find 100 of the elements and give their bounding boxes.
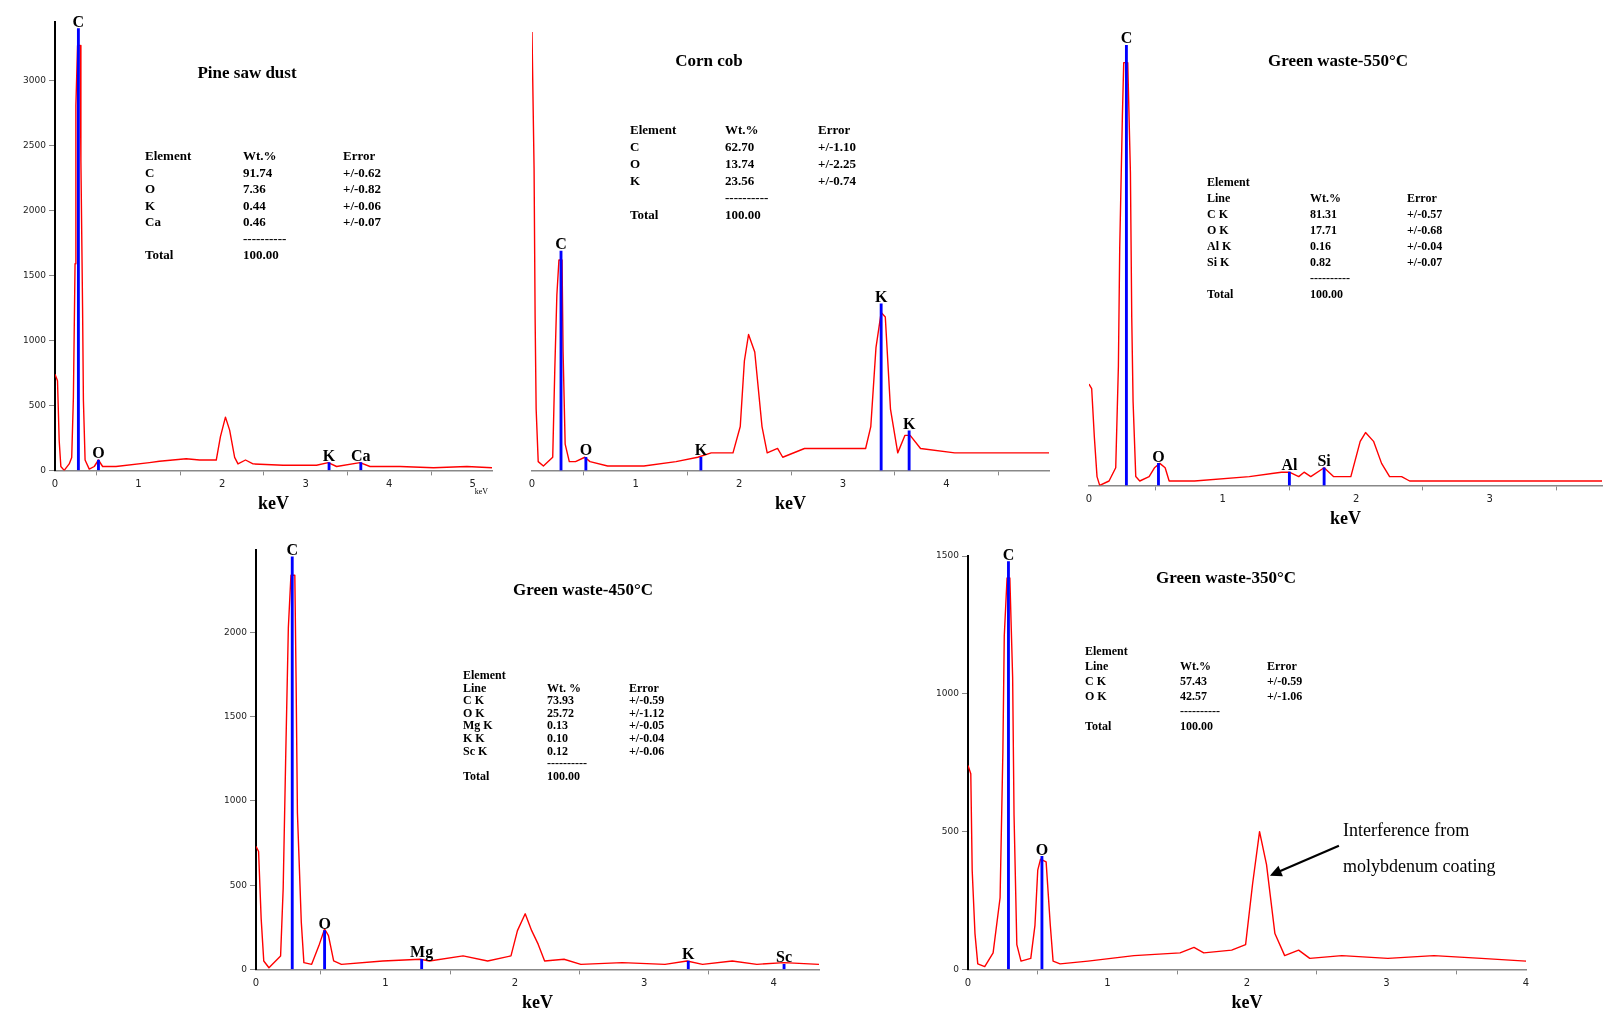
annotation: C: [72, 12, 85, 30]
text: Green waste-350°C: [1155, 568, 1297, 588]
annotation: ----------: [243, 230, 287, 246]
x-tick-label: 1: [135, 477, 142, 489]
text: K K 0.10 +/-0.04: [463, 731, 665, 746]
bar: [97, 459, 100, 471]
text: C K 57.43 +/-0.59: [1085, 674, 1303, 689]
annotation: ----------: [1310, 271, 1350, 286]
x-axis-title: keV: [775, 492, 806, 513]
annotation: O: [92, 444, 105, 462]
y-tick-label: 1000: [23, 334, 47, 345]
text: Green waste-450°C: [512, 580, 654, 600]
annotation: Element: [463, 668, 506, 683]
annotation: Ca: [351, 446, 371, 464]
text: Pine saw dust: [197, 63, 297, 83]
x-tick-label: 2: [511, 976, 519, 988]
text: Element Wt.% Error: [145, 148, 376, 164]
x-tick-label: 1: [1104, 976, 1111, 988]
chart-title: Green waste-550°C: [1267, 51, 1409, 71]
bar: [879, 303, 883, 471]
x-tick-label: 2: [1353, 492, 1360, 504]
annotation: Interference from molybdenum coating: [1342, 820, 1496, 877]
text: O K 25.72 +/-1.12: [463, 705, 665, 720]
text: C 62.70 +/-1.10: [630, 139, 857, 155]
text: K 23.56 +/-0.74: [630, 173, 857, 189]
text: C K 73.93 +/-0.59: [463, 693, 665, 708]
bar: [699, 456, 703, 471]
x-tick-label: 2: [1243, 976, 1251, 988]
annotation: ----------: [725, 190, 769, 206]
y-tick-label: 1500: [936, 550, 960, 561]
x-tick-label: 4: [1522, 976, 1530, 988]
annotation: K: [902, 415, 916, 433]
x-tick-label: 3: [1383, 976, 1390, 988]
y-tick-label: 500: [28, 399, 47, 410]
text: keV: [474, 487, 489, 497]
annotation: C: [1002, 545, 1015, 563]
text: O 7.36 +/-0.82: [145, 181, 382, 197]
text: Sc K 0.12 +/-0.06: [463, 743, 665, 758]
y-tick-label: 2000: [224, 626, 248, 637]
x-tick-label: 4: [770, 976, 777, 988]
x-tick-label: 1: [382, 976, 389, 988]
y-tick-label: 0: [40, 464, 47, 475]
x-axis-title: keV: [1231, 991, 1263, 1012]
bar: [1322, 467, 1326, 486]
annotation: O: [1152, 447, 1165, 465]
x-tick-label: 4: [943, 477, 950, 489]
text: Ca 0.46 +/-0.07: [145, 214, 382, 230]
x-tick-label: 3: [641, 976, 648, 988]
bar: [1124, 45, 1128, 486]
text: O 13.74 +/-2.25: [630, 156, 857, 172]
text: Mg K 0.13 +/-0.05: [463, 718, 665, 733]
text: Al K 0.16 +/-0.04: [1207, 239, 1443, 254]
x-tick-label: 0: [964, 976, 972, 988]
annotation: K: [694, 441, 708, 459]
bar: [290, 556, 294, 970]
y-tick-label: 1500: [224, 711, 248, 722]
text: Total 100.00: [630, 207, 761, 223]
annotation: ----------: [1180, 704, 1220, 719]
annotation: K: [682, 945, 696, 963]
bar: [1157, 463, 1160, 486]
x-tick-label: 3: [839, 477, 847, 489]
bar: [584, 456, 588, 471]
x-tick-label: 0: [51, 477, 59, 489]
bar: [359, 462, 363, 471]
x-tick-label: 0: [252, 976, 260, 988]
text: Total 100.00: [145, 247, 279, 263]
annotation: Mg: [410, 943, 434, 962]
y-tick-label: 0: [241, 963, 248, 974]
x-tick-label: 2: [736, 477, 743, 489]
bar: [1287, 471, 1291, 486]
text: O K 42.57 +/-1.06: [1085, 689, 1303, 704]
annotation: O: [579, 441, 593, 459]
annotation: O: [1035, 840, 1049, 858]
text: Total 100.00: [1207, 287, 1343, 302]
y-tick-label: 1000: [936, 688, 960, 699]
text: C 91.74 +/-0.62: [145, 164, 382, 180]
y-tick-label: 2000: [23, 204, 47, 215]
x-tick-label: 1: [1219, 492, 1226, 504]
y-tick-label: 0: [953, 963, 960, 974]
x-tick-label: 4: [386, 477, 393, 489]
x-axis-title: keV: [258, 492, 289, 513]
annotation: Element: [1085, 644, 1128, 659]
annotation: Sc: [776, 948, 793, 966]
y-tick-label: 1500: [23, 269, 47, 280]
bar: [907, 430, 911, 471]
annotation: C: [1120, 29, 1133, 47]
annotation: ----------: [547, 756, 587, 771]
text: Si K 0.82 +/-0.07: [1207, 255, 1443, 270]
x-axis-title: keV: [1330, 507, 1361, 528]
annotation: C: [286, 540, 299, 558]
x-tick-label: 3: [302, 477, 309, 489]
text: Line Wt. % Error: [463, 680, 659, 695]
text: C K 81.31 +/-0.57: [1207, 207, 1443, 222]
text: Line Wt.% Error: [1207, 191, 1437, 206]
y-tick-label: 500: [229, 879, 248, 890]
annotation: C: [555, 235, 567, 253]
text: K 0.44 +/-0.06: [145, 197, 382, 213]
annotation: K: [874, 287, 888, 305]
text: Element Wt.% Error: [630, 122, 851, 138]
x-axis-title: keV: [522, 991, 553, 1012]
